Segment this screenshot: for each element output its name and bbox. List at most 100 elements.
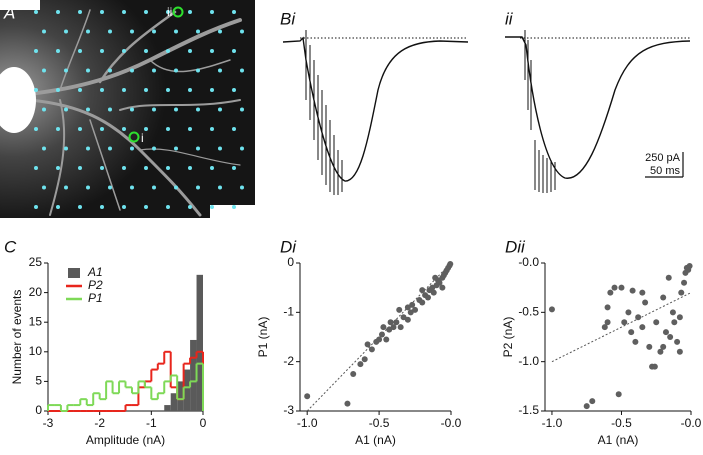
point [604, 319, 611, 326]
stimulus-spot [218, 185, 222, 190]
y-tick-label: -0.0 [518, 255, 539, 269]
point [601, 324, 608, 331]
stimulus-spot [78, 127, 82, 131]
stimulus-spot [64, 185, 68, 190]
stimulus-spot [130, 185, 134, 190]
stimulus-spot [100, 166, 104, 170]
y-tick-label: -0.5 [518, 305, 539, 319]
stimulus-spot [34, 10, 38, 14]
legend-label: P1 [88, 291, 103, 305]
point [344, 400, 351, 407]
point [304, 393, 311, 400]
x-tick-label: -0.5 [611, 416, 632, 430]
bar [177, 381, 184, 411]
stimulus-spot [188, 88, 192, 92]
point [390, 324, 397, 331]
panel-label: ii [505, 9, 514, 28]
point [376, 336, 383, 343]
stimulus-spot [210, 205, 214, 209]
point [404, 304, 411, 311]
stimulus-spot [122, 88, 126, 92]
stimulus-spot [122, 10, 126, 14]
point [660, 294, 667, 301]
stimulus-spot [122, 49, 126, 53]
x-tick-label: -1 [146, 416, 157, 430]
point [583, 403, 590, 410]
stimulus-spot [56, 49, 60, 53]
x-axis-label: Amplitude (nA) [86, 433, 165, 447]
point [651, 363, 658, 370]
stimulus-spot [240, 146, 244, 151]
point [447, 260, 454, 267]
y-tick-label: -1.5 [518, 403, 539, 417]
x-tick-label: -1.0 [297, 416, 318, 430]
stimulus-spot [188, 205, 192, 209]
point [412, 306, 419, 313]
stimulus-spot [174, 185, 178, 190]
stimulus-spot [152, 29, 156, 34]
y-tick-label: -3 [283, 403, 294, 417]
point [436, 279, 443, 286]
stimulus-spot [34, 49, 38, 53]
legend-swatch [68, 268, 80, 278]
point [548, 306, 555, 313]
stimulus-spot [130, 107, 134, 112]
point [665, 274, 672, 281]
scale-label: 50 ms [650, 165, 680, 177]
stimulus-spot [100, 49, 104, 53]
stimulus-spot [122, 205, 126, 209]
point [653, 319, 660, 326]
stimulus-spot [166, 205, 170, 209]
point [639, 289, 646, 296]
point [635, 314, 642, 321]
stimulus-spot [232, 88, 236, 92]
panel-label: C [4, 237, 17, 256]
y-axis-label: P1 (nA) [256, 317, 270, 358]
stimulus-spot [152, 185, 156, 190]
y-tick-label: 25 [29, 255, 43, 269]
stimulus-spot [210, 166, 214, 170]
stimulus-spot [166, 166, 170, 170]
stimulus-spot [196, 146, 200, 151]
point [632, 338, 639, 345]
point [397, 324, 404, 331]
stimulus-spot [196, 29, 200, 34]
point [424, 294, 431, 301]
stimulus-spot [78, 166, 82, 170]
stimulus-spot [64, 68, 68, 73]
stimulus-spot [42, 146, 46, 151]
stimulus-spot [34, 127, 38, 131]
stimulus-spot [232, 205, 236, 209]
stimulus-spot [56, 127, 60, 131]
point [676, 348, 683, 355]
stimulus-spot [56, 88, 60, 92]
x-tick-label: -3 [43, 416, 54, 430]
point [430, 289, 437, 296]
point [393, 319, 400, 326]
y-tick-label: 10 [29, 344, 43, 358]
stimulus-spot [122, 127, 126, 131]
scale-bar [645, 152, 684, 178]
point [629, 287, 636, 294]
stimulus-spot [152, 68, 156, 73]
stimulus-spot [196, 107, 200, 112]
stimulus-spot [188, 10, 192, 14]
panel-label: Bi [280, 9, 296, 28]
stimulus-spot [188, 49, 192, 53]
stimulus-spot [240, 107, 244, 112]
stimulus-spot [130, 68, 134, 73]
stimulus-spot [232, 49, 236, 53]
stimulus-spot [144, 166, 148, 170]
stimulus-spot [152, 146, 156, 151]
y-tick-label: 15 [29, 314, 43, 328]
point [625, 309, 632, 316]
stimulus-spot [42, 68, 46, 73]
bar [196, 274, 203, 411]
point [604, 304, 611, 311]
y-axis-label: Number of events [10, 290, 24, 385]
stimulus-spot [188, 166, 192, 170]
stimulus-spot [64, 146, 68, 151]
stimulus-spot [130, 146, 134, 151]
stimulus-spot [232, 166, 236, 170]
stimulus-spot [42, 29, 46, 34]
